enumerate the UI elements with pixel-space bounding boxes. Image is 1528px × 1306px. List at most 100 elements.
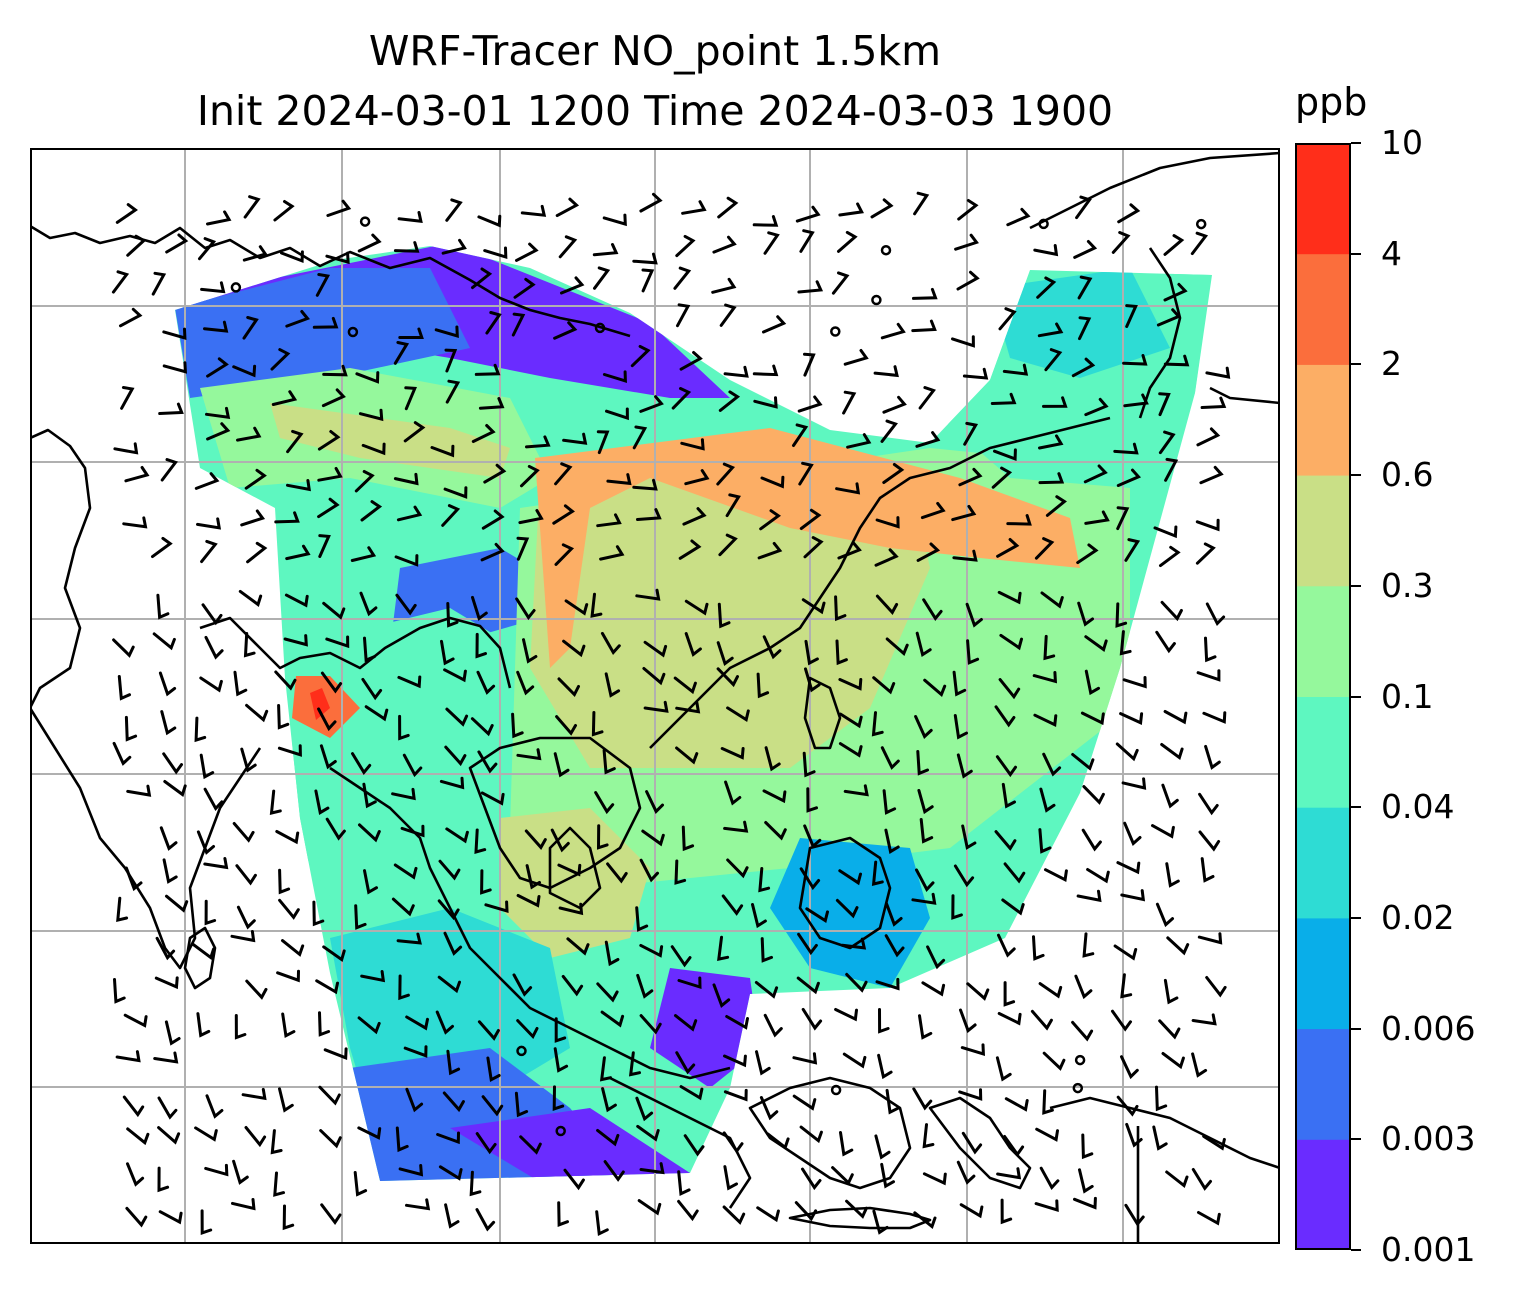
wind-barb <box>711 277 737 294</box>
wind-barb <box>798 461 814 486</box>
wind-barb <box>481 1095 504 1117</box>
wind-barb <box>843 784 869 797</box>
wind-barb <box>605 407 629 421</box>
wind-barb <box>635 906 649 932</box>
wind-barb <box>595 1210 609 1236</box>
wind-barb <box>764 746 781 772</box>
wind-barb <box>673 676 697 695</box>
wind-barb <box>831 1166 854 1186</box>
wind-barb <box>1205 602 1226 627</box>
wind-barb <box>1158 430 1176 455</box>
wind-barb <box>596 430 610 455</box>
wind-barb <box>725 1015 749 1030</box>
wind-barb <box>801 1007 823 1031</box>
wind-barb <box>1117 203 1141 224</box>
colorbar-tick-mark <box>1351 916 1361 919</box>
wind-barb <box>675 701 701 714</box>
wind-barb <box>393 863 418 880</box>
wind-barb <box>1204 636 1217 663</box>
colorbar-tick-mark <box>1351 1249 1361 1251</box>
wind-barb <box>321 388 346 408</box>
wind-barb <box>882 395 907 414</box>
colorbar-band <box>1295 1028 1351 1140</box>
wind-barb <box>201 603 223 626</box>
wind-barb <box>558 235 578 259</box>
wind-barb <box>1204 744 1221 770</box>
wind-barb <box>552 1085 565 1111</box>
colorbar-tick-label: 10 <box>1381 123 1423 162</box>
wind-barb <box>1042 396 1068 408</box>
wind-barb <box>357 1016 381 1035</box>
wind-barb <box>198 237 217 261</box>
wind-barb <box>158 671 177 697</box>
wind-barb <box>679 1085 704 1101</box>
wind-barb <box>916 750 929 776</box>
wind-barb <box>718 390 741 412</box>
wind-barb <box>351 752 372 775</box>
coastline-peninsula <box>329 766 731 1080</box>
wind-barb <box>395 1126 409 1153</box>
wind-barb <box>994 830 1017 851</box>
wind-barb <box>1200 396 1227 409</box>
wind-barb <box>398 327 424 339</box>
wind-barb <box>359 591 378 617</box>
wind-barb <box>270 348 291 371</box>
wind-barb <box>995 1056 1012 1082</box>
wind-barb <box>835 898 859 919</box>
wind-barb <box>275 830 300 845</box>
wind-barb <box>358 408 384 422</box>
wind-barb <box>723 365 749 378</box>
wind-barb <box>235 864 257 886</box>
wind-barb <box>1044 868 1068 882</box>
wind-barb <box>592 243 619 257</box>
wind-barb <box>242 245 268 262</box>
wind-barb <box>317 707 337 732</box>
wind-barb <box>445 198 463 222</box>
wind-barb <box>683 1134 705 1157</box>
wind-barb <box>639 943 664 958</box>
wind-barb <box>1033 713 1058 727</box>
wind-barb <box>675 234 696 258</box>
colorbar-band <box>1295 143 1351 255</box>
wind-barb <box>484 900 509 914</box>
wind-barb <box>444 348 458 373</box>
wind-barb <box>196 830 215 855</box>
wind-barb <box>913 191 930 216</box>
wind-barb <box>1197 1211 1221 1226</box>
wind-barb <box>444 1203 460 1229</box>
wind-barb <box>322 601 346 620</box>
wind-barb <box>276 969 300 983</box>
colorbar-bands <box>1295 143 1351 1250</box>
wind-barb <box>277 704 290 730</box>
wind-barb <box>518 509 544 525</box>
wind-barb <box>469 1170 482 1197</box>
coastline-india <box>30 707 262 970</box>
wind-barb <box>1198 792 1219 816</box>
wind-barb <box>643 700 669 713</box>
wind-barb <box>317 497 340 519</box>
wind-barb <box>320 671 343 694</box>
wind-barb <box>645 790 664 814</box>
field-level-0.001-0.003 <box>450 1108 690 1181</box>
wind-barb <box>639 1162 665 1175</box>
wind-barb <box>1195 518 1220 532</box>
wind-barb <box>231 1198 256 1211</box>
wind-barb <box>485 311 502 335</box>
colorbar-tick-mark <box>1351 1138 1361 1141</box>
wind-barb <box>1111 231 1131 254</box>
wind-barb <box>1084 510 1110 525</box>
wind-barb <box>364 705 389 722</box>
wind-barb <box>363 636 376 663</box>
wind-barb <box>355 371 380 384</box>
wind-barb <box>476 670 496 695</box>
wind-barb <box>232 364 257 378</box>
wind-barb <box>1075 195 1092 220</box>
wind-barb <box>1001 782 1016 809</box>
wind-barb <box>1160 743 1184 761</box>
wind-barb <box>1116 468 1142 487</box>
wind-barb <box>913 1211 937 1229</box>
wind-barb <box>1006 514 1032 526</box>
wind-barb <box>1199 465 1224 485</box>
wind-barb <box>963 421 979 446</box>
wind-barb <box>884 934 905 958</box>
